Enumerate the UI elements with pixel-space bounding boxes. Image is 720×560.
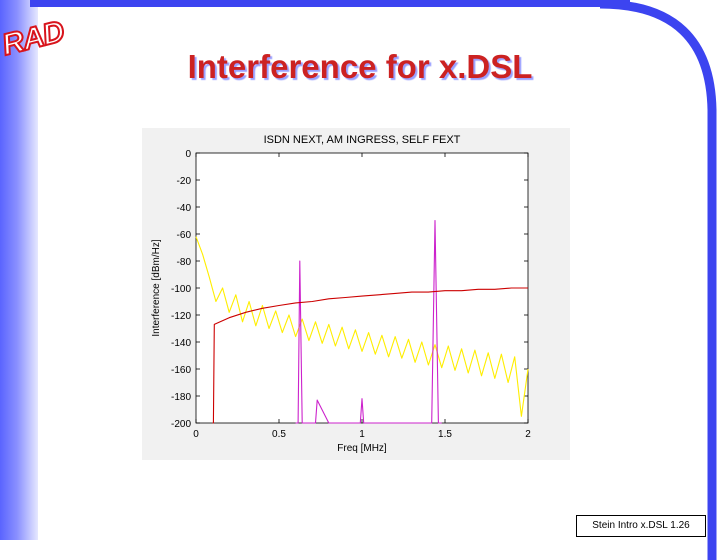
left-accent-bar — [0, 0, 38, 540]
plot-area — [195, 152, 529, 424]
y-tick-label: -160 — [171, 365, 191, 376]
x-tick-label: 0.5 — [272, 429, 286, 440]
series-line-isdn_next — [195, 236, 529, 417]
y-tick-label: -40 — [177, 203, 192, 214]
y-tick-label: -100 — [171, 284, 191, 295]
series-line-self_fext — [212, 287, 528, 424]
chart-title: ISDN NEXT, AM INGRESS, SELF FEXT — [264, 134, 461, 146]
y-tick-label: 0 — [185, 149, 191, 160]
y-tick-label: -200 — [171, 419, 191, 430]
x-tick-label: 1 — [359, 429, 365, 440]
y-tick-label: -80 — [177, 257, 192, 268]
y-tick-label: -20 — [177, 176, 192, 187]
interference-chart: 0 0.5 1 1.5 2 0 -20 -40 -60 -80 -100 -120 -140 -160 -1… — [151, 134, 531, 454]
slide-footer: Stein Intro x.DSL 1.26 — [576, 515, 706, 537]
x-tick-label: 0 — [193, 429, 199, 440]
slide-title: Interference for x.DSL — [187, 48, 533, 85]
top-accent-bar — [30, 0, 630, 7]
y-axis-label: Interference [dBm/Hz] — [151, 239, 162, 336]
x-tick-label: 1.5 — [438, 429, 452, 440]
y-tick-label: -180 — [171, 392, 191, 403]
x-tick-label: 2 — [525, 429, 531, 440]
y-tick-label: -140 — [171, 338, 191, 349]
y-tick-label: -60 — [177, 230, 192, 241]
x-axis-label: Freq [MHz] — [337, 443, 387, 454]
series-line-am_ingress — [295, 219, 442, 424]
y-tick-label: -120 — [171, 311, 191, 322]
corner-arc-decoration — [599, 0, 717, 560]
